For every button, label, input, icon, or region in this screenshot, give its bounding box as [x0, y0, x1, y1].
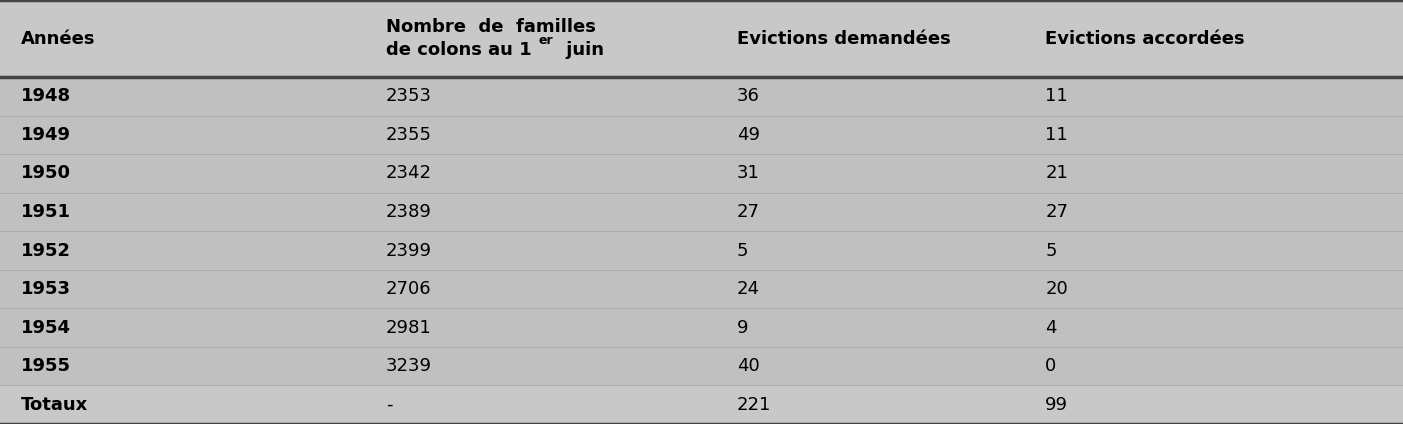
- Text: 1950: 1950: [21, 165, 72, 182]
- FancyBboxPatch shape: [0, 270, 1403, 308]
- Text: 2355: 2355: [386, 126, 432, 144]
- Text: de colons au 1: de colons au 1: [386, 42, 532, 59]
- Text: 2981: 2981: [386, 319, 432, 337]
- Text: 221: 221: [737, 396, 772, 414]
- Text: 24: 24: [737, 280, 759, 298]
- Text: 99: 99: [1045, 396, 1068, 414]
- FancyBboxPatch shape: [0, 308, 1403, 347]
- Text: 1949: 1949: [21, 126, 72, 144]
- Text: Totaux: Totaux: [21, 396, 88, 414]
- Text: 2353: 2353: [386, 87, 432, 105]
- Text: 1953: 1953: [21, 280, 72, 298]
- Text: 4: 4: [1045, 319, 1056, 337]
- Text: 1948: 1948: [21, 87, 72, 105]
- Text: 21: 21: [1045, 165, 1068, 182]
- Text: 2706: 2706: [386, 280, 432, 298]
- Text: Evictions demandées: Evictions demandées: [737, 30, 950, 47]
- Text: Nombre  de  familles: Nombre de familles: [386, 18, 596, 36]
- Text: 2389: 2389: [386, 203, 432, 221]
- Text: 27: 27: [737, 203, 759, 221]
- FancyBboxPatch shape: [0, 347, 1403, 385]
- Text: 0: 0: [1045, 357, 1056, 375]
- Text: 3239: 3239: [386, 357, 432, 375]
- Text: 49: 49: [737, 126, 759, 144]
- FancyBboxPatch shape: [0, 385, 1403, 424]
- Text: 2399: 2399: [386, 242, 432, 259]
- Text: 1954: 1954: [21, 319, 72, 337]
- Text: 2342: 2342: [386, 165, 432, 182]
- FancyBboxPatch shape: [0, 154, 1403, 193]
- Text: 1951: 1951: [21, 203, 72, 221]
- Text: 11: 11: [1045, 126, 1068, 144]
- Text: 36: 36: [737, 87, 759, 105]
- Text: 1955: 1955: [21, 357, 72, 375]
- Text: 5: 5: [1045, 242, 1056, 259]
- FancyBboxPatch shape: [0, 0, 1403, 77]
- Text: 27: 27: [1045, 203, 1068, 221]
- Text: 5: 5: [737, 242, 748, 259]
- Text: 40: 40: [737, 357, 759, 375]
- Text: 11: 11: [1045, 87, 1068, 105]
- Text: -: -: [386, 396, 393, 414]
- Text: er: er: [539, 34, 553, 47]
- FancyBboxPatch shape: [0, 116, 1403, 154]
- Text: 1952: 1952: [21, 242, 72, 259]
- Text: Evictions accordées: Evictions accordées: [1045, 30, 1244, 47]
- Text: 9: 9: [737, 319, 748, 337]
- Text: 31: 31: [737, 165, 759, 182]
- FancyBboxPatch shape: [0, 231, 1403, 270]
- Text: 20: 20: [1045, 280, 1068, 298]
- FancyBboxPatch shape: [0, 77, 1403, 116]
- FancyBboxPatch shape: [0, 193, 1403, 231]
- Text: Années: Années: [21, 30, 95, 47]
- Text: juin: juin: [560, 42, 603, 59]
